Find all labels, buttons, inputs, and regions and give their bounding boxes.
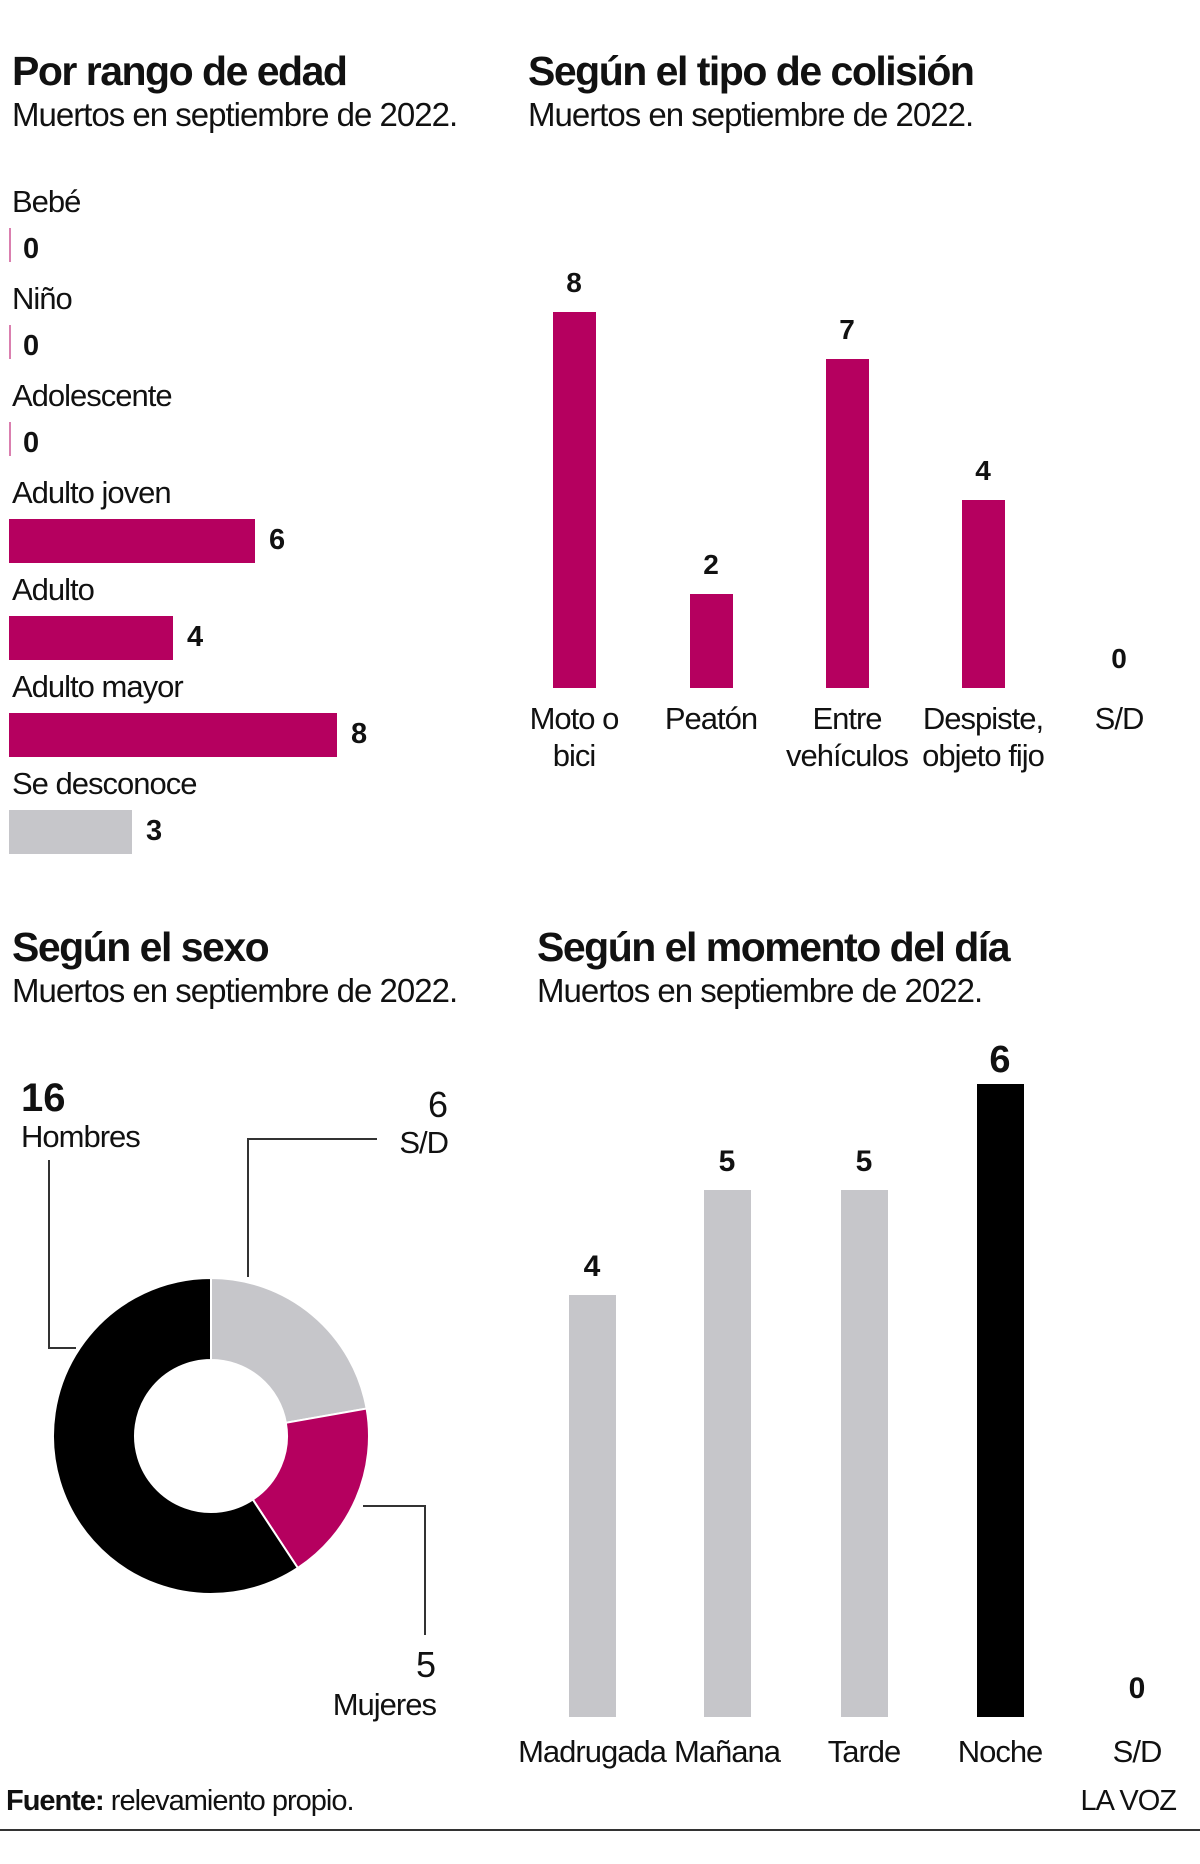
bar	[9, 228, 11, 262]
value-label: 0	[23, 330, 40, 362]
chart-title: Según el tipo de colisión	[528, 48, 975, 94]
leader-line	[48, 1160, 76, 1349]
bar	[9, 519, 255, 563]
bar	[825, 359, 869, 688]
category-label: Adulto joven	[12, 475, 172, 510]
category-label: Se desconoce	[12, 766, 197, 801]
source: Fuente: relevamiento propio.	[6, 1785, 355, 1818]
category-label: Madrugada	[518, 1734, 667, 1769]
value-label: 4	[187, 621, 204, 653]
leader-line	[363, 1505, 426, 1635]
value-label: 6	[269, 524, 286, 556]
brand: LA VOZ	[1080, 1785, 1177, 1817]
bar	[568, 1295, 616, 1717]
category-label: Adulto mayor	[12, 669, 184, 704]
chart-subtitle: Muertos en septiembre de 2022.	[537, 972, 983, 1009]
value-label: 8	[566, 267, 582, 298]
value-label: 2	[703, 549, 719, 580]
category-label: Hombres	[21, 1119, 141, 1154]
value-label: 5	[718, 1144, 736, 1178]
bar	[961, 500, 1005, 688]
category-label: Mujeres	[332, 1687, 437, 1722]
leader-line	[247, 1138, 377, 1277]
category-label: Niño	[12, 281, 73, 316]
value-label: 5	[415, 1644, 436, 1685]
donut-slice	[251, 1407, 370, 1570]
chart-subtitle: Muertos en septiembre de 2022.	[528, 96, 974, 133]
bar	[9, 616, 173, 660]
bar	[976, 1084, 1024, 1717]
chart-title: Según el momento del día	[537, 924, 1011, 970]
category-label: Noche	[957, 1734, 1044, 1769]
category-label: Entre vehículos	[786, 701, 909, 773]
value-label: 0	[23, 233, 40, 265]
category-label: Adulto	[12, 572, 95, 607]
value-label: 0	[1111, 643, 1127, 674]
donut-slice	[210, 1276, 368, 1424]
bar	[9, 325, 11, 359]
value-label: 6	[427, 1084, 448, 1125]
category-label: S/D	[399, 1125, 449, 1160]
value-label: 0	[23, 427, 40, 459]
bar	[703, 1189, 751, 1717]
category-label: S/D	[1094, 701, 1145, 736]
value-label: 16	[21, 1076, 66, 1120]
category-label: Tarde	[827, 1734, 902, 1769]
chart-title: Según el sexo	[12, 924, 270, 970]
donut-slice	[52, 1276, 300, 1595]
value-label: 0	[1128, 1672, 1146, 1705]
value-label: 3	[146, 815, 163, 847]
bar	[9, 422, 11, 456]
category-label: Bebé	[12, 184, 81, 219]
category-label: Mañana	[673, 1734, 781, 1769]
bar	[552, 312, 596, 688]
chart-subtitle: Muertos en septiembre de 2022.	[12, 972, 458, 1009]
source-label: Fuente:	[6, 1785, 105, 1817]
value-label: 4	[583, 1250, 601, 1283]
value-label: 8	[351, 718, 368, 750]
bar	[9, 810, 132, 854]
category-label: Adolescente	[12, 378, 173, 413]
chart-title: Por rango de edad	[12, 48, 348, 94]
bar	[689, 594, 733, 688]
source-text: relevamiento propio.	[110, 1785, 355, 1817]
category-label: Peatón	[664, 701, 758, 736]
category-label: S/D	[1112, 1734, 1163, 1769]
value-label: 4	[975, 455, 991, 486]
category-label: Despiste, objeto fijo	[922, 701, 1045, 773]
chart-subtitle: Muertos en septiembre de 2022.	[12, 96, 458, 133]
value-label: 6	[989, 1039, 1011, 1081]
value-label: 7	[839, 314, 855, 345]
category-label: Moto o bici	[529, 701, 620, 773]
value-label: 5	[855, 1144, 873, 1178]
bar	[9, 713, 337, 757]
bar	[840, 1189, 888, 1717]
